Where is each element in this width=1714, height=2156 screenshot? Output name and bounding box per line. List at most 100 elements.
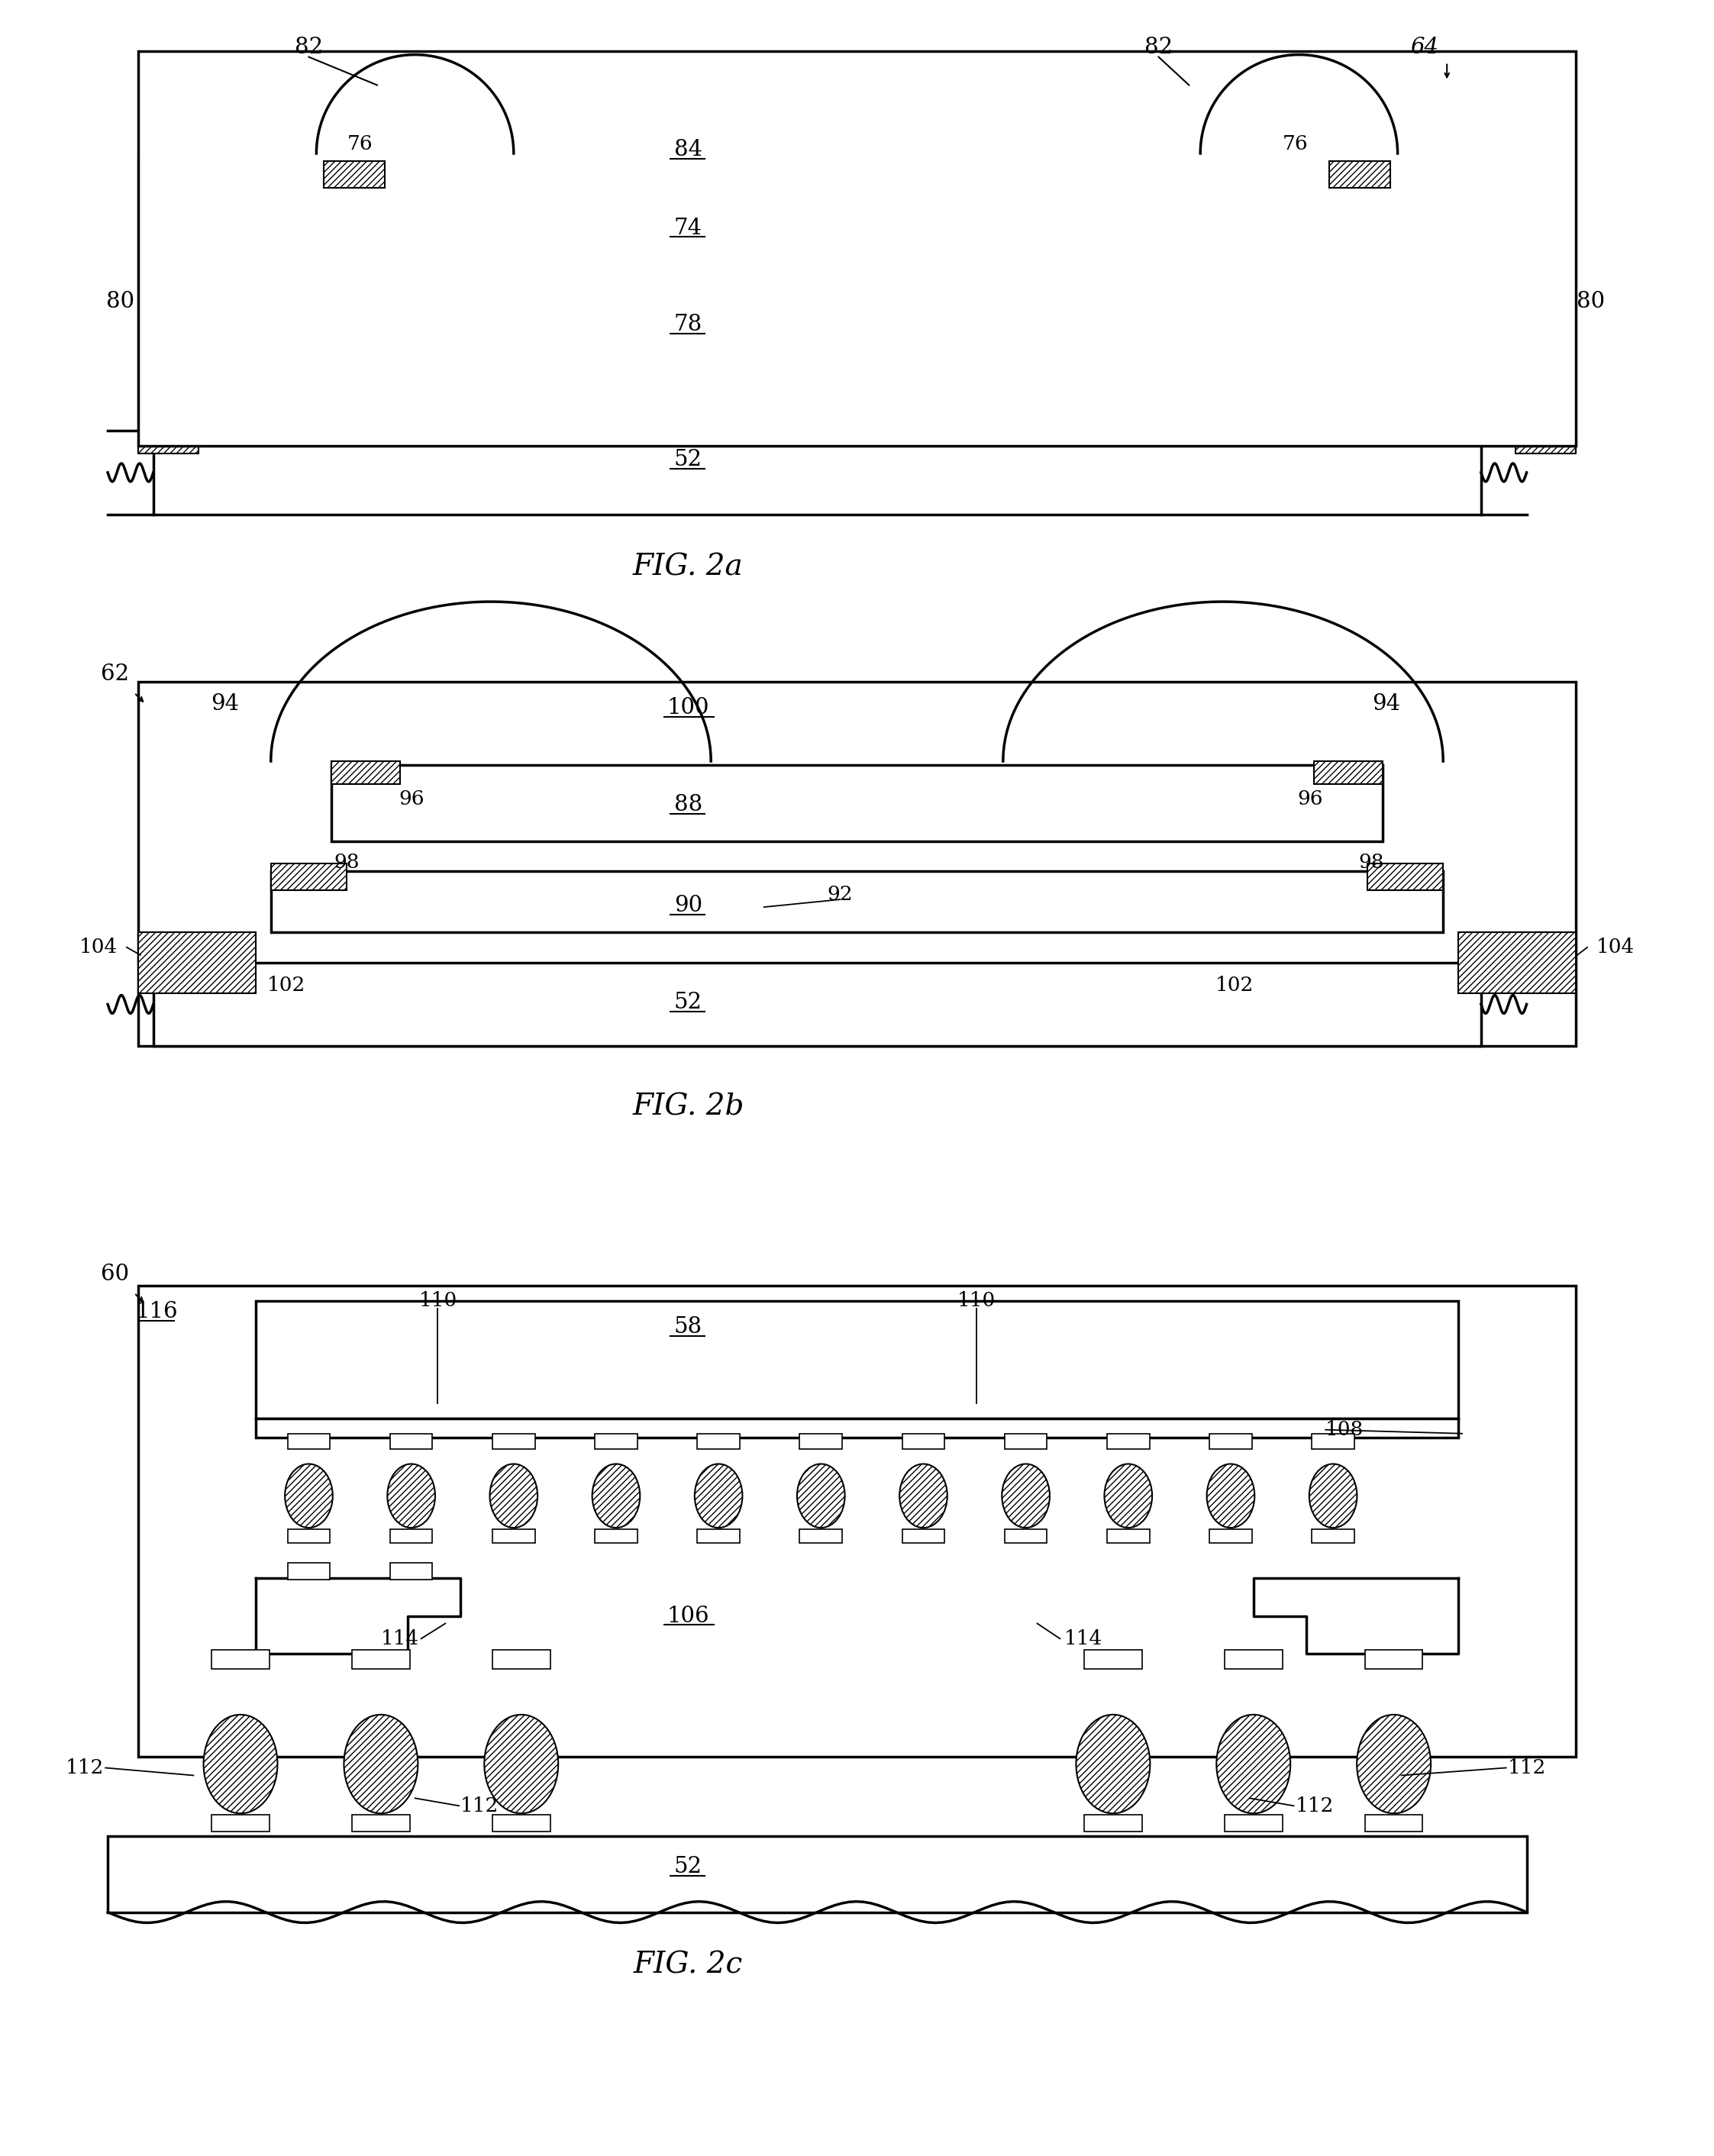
Text: 88: 88 — [674, 793, 703, 815]
Text: 110: 110 — [418, 1291, 458, 1311]
Text: 100: 100 — [667, 696, 710, 718]
Text: 98: 98 — [334, 854, 360, 871]
Text: 104: 104 — [79, 938, 118, 957]
Bar — [1085, 1649, 1142, 1669]
Bar — [331, 765, 1383, 841]
Text: FIG. 2a: FIG. 2a — [632, 554, 744, 582]
Ellipse shape — [1207, 1464, 1255, 1529]
Text: 74: 74 — [674, 218, 703, 239]
Bar — [288, 1434, 331, 1449]
Text: 82: 82 — [1145, 37, 1172, 58]
Bar — [1364, 1649, 1423, 1669]
Bar — [1107, 1434, 1150, 1449]
Ellipse shape — [1076, 1714, 1150, 1813]
Bar — [800, 1529, 842, 1544]
Text: 96: 96 — [1297, 789, 1323, 808]
Text: 94: 94 — [1371, 694, 1400, 716]
Bar — [1315, 761, 1383, 785]
Bar — [698, 1434, 740, 1449]
Bar — [288, 1529, 331, 1544]
Bar — [199, 272, 1515, 423]
Ellipse shape — [694, 1464, 742, 1529]
Text: 94: 94 — [211, 694, 240, 716]
Bar — [595, 1434, 638, 1449]
Text: 104: 104 — [1596, 938, 1635, 957]
Ellipse shape — [1309, 1464, 1357, 1529]
Ellipse shape — [285, 1464, 333, 1529]
Text: 62: 62 — [101, 664, 130, 683]
Bar — [139, 157, 199, 453]
Bar — [1224, 1649, 1282, 1669]
Text: 80: 80 — [106, 291, 135, 313]
Bar — [1210, 1434, 1251, 1449]
Bar — [1330, 162, 1390, 188]
Ellipse shape — [387, 1464, 435, 1529]
Text: FIG. 2c: FIG. 2c — [634, 1951, 742, 1979]
Text: 96: 96 — [398, 789, 423, 808]
Ellipse shape — [204, 1714, 278, 1813]
Bar — [153, 431, 1481, 515]
Bar — [288, 1563, 331, 1580]
Bar — [902, 1529, 944, 1544]
Bar — [492, 1649, 550, 1669]
Bar — [1085, 1815, 1142, 1833]
Bar — [1311, 1434, 1354, 1449]
Bar — [492, 1434, 535, 1449]
Bar — [800, 1434, 842, 1449]
Bar — [1311, 1529, 1354, 1544]
Bar — [331, 761, 399, 785]
Bar — [324, 162, 384, 188]
Bar — [139, 681, 1575, 1046]
Bar — [391, 1529, 432, 1544]
Bar — [391, 1434, 432, 1449]
Ellipse shape — [1357, 1714, 1431, 1813]
Bar — [595, 1529, 638, 1544]
Bar — [902, 1434, 944, 1449]
Text: 106: 106 — [667, 1606, 710, 1626]
Text: 112: 112 — [1508, 1759, 1546, 1777]
Bar — [492, 1529, 535, 1544]
Text: 64: 64 — [1411, 37, 1438, 58]
Text: 78: 78 — [674, 313, 703, 334]
Bar — [1364, 1815, 1423, 1833]
Text: 58: 58 — [674, 1317, 703, 1339]
Bar — [255, 1300, 1459, 1419]
Bar — [271, 871, 1443, 931]
Bar — [391, 1563, 432, 1580]
Bar — [1515, 157, 1575, 453]
Ellipse shape — [1003, 1464, 1049, 1529]
Text: 112: 112 — [1296, 1796, 1333, 1815]
Text: 76: 76 — [348, 134, 374, 153]
Ellipse shape — [345, 1714, 418, 1813]
Bar — [255, 1419, 1459, 1438]
Bar — [1368, 865, 1443, 890]
Bar — [1004, 1434, 1047, 1449]
Bar — [213, 1649, 269, 1669]
Text: 108: 108 — [1325, 1421, 1364, 1440]
Text: 98: 98 — [1357, 854, 1383, 871]
Ellipse shape — [900, 1464, 948, 1529]
Text: 76: 76 — [1282, 134, 1308, 153]
Bar — [351, 1649, 410, 1669]
Bar — [1004, 1529, 1047, 1544]
Text: 116: 116 — [135, 1302, 178, 1322]
Text: 90: 90 — [674, 895, 703, 916]
Bar — [108, 1837, 1527, 1912]
Ellipse shape — [797, 1464, 845, 1529]
Ellipse shape — [1104, 1464, 1152, 1529]
Text: 60: 60 — [101, 1263, 130, 1285]
Bar — [139, 52, 1575, 446]
Text: 84: 84 — [674, 138, 703, 160]
Bar — [213, 1815, 269, 1833]
Text: FIG. 2b: FIG. 2b — [632, 1093, 744, 1121]
Text: 52: 52 — [674, 448, 703, 470]
Ellipse shape — [490, 1464, 538, 1529]
Text: 114: 114 — [1064, 1630, 1102, 1647]
Bar — [1210, 1529, 1251, 1544]
Bar — [1459, 931, 1575, 994]
Bar — [324, 172, 1390, 278]
Bar — [1107, 1529, 1150, 1544]
Bar — [1224, 1815, 1282, 1833]
Text: 82: 82 — [295, 37, 322, 58]
Bar — [153, 962, 1481, 1046]
